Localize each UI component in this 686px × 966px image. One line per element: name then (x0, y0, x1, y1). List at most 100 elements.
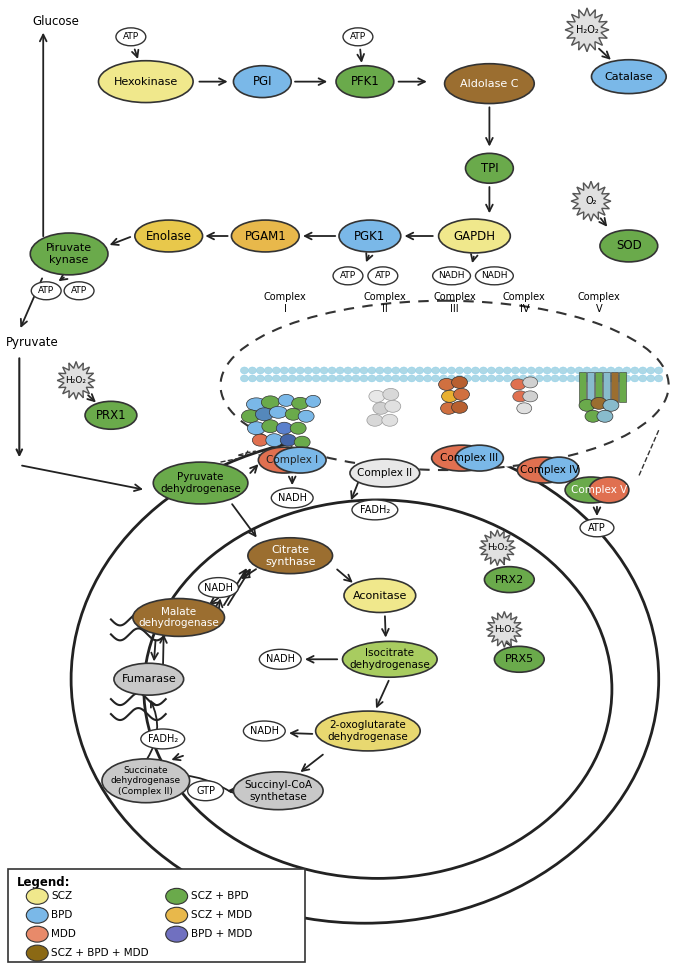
Ellipse shape (350, 459, 420, 487)
Ellipse shape (166, 926, 188, 942)
Ellipse shape (383, 388, 399, 400)
Ellipse shape (416, 375, 424, 382)
Ellipse shape (567, 367, 575, 374)
Ellipse shape (312, 367, 320, 374)
Ellipse shape (480, 367, 488, 374)
Ellipse shape (528, 375, 535, 382)
Text: NADH: NADH (265, 654, 295, 665)
Ellipse shape (517, 457, 569, 483)
Ellipse shape (328, 375, 336, 382)
Ellipse shape (241, 410, 259, 423)
Ellipse shape (654, 375, 663, 382)
Bar (587, 373, 594, 402)
Ellipse shape (400, 375, 407, 382)
Ellipse shape (281, 375, 288, 382)
Ellipse shape (453, 388, 469, 400)
Ellipse shape (368, 367, 376, 374)
Ellipse shape (456, 445, 504, 471)
Ellipse shape (261, 396, 279, 409)
Text: TPI: TPI (481, 161, 498, 175)
Ellipse shape (376, 367, 384, 374)
Ellipse shape (384, 367, 392, 374)
Ellipse shape (144, 500, 612, 878)
Ellipse shape (276, 422, 292, 434)
Text: Succinyl-CoA
synthetase: Succinyl-CoA synthetase (244, 780, 312, 802)
Text: PRX5: PRX5 (505, 654, 534, 665)
Ellipse shape (559, 367, 567, 374)
Ellipse shape (579, 399, 595, 412)
Ellipse shape (535, 375, 543, 382)
Text: BPD: BPD (51, 910, 73, 921)
Text: MDD: MDD (51, 929, 76, 939)
Ellipse shape (352, 500, 398, 520)
Ellipse shape (456, 375, 464, 382)
Text: ATP: ATP (588, 523, 606, 533)
Ellipse shape (344, 367, 352, 374)
Ellipse shape (464, 367, 471, 374)
Ellipse shape (198, 578, 239, 598)
Ellipse shape (333, 267, 363, 285)
Ellipse shape (26, 907, 48, 923)
Ellipse shape (523, 391, 538, 402)
Ellipse shape (615, 375, 623, 382)
Text: PGAM1: PGAM1 (244, 230, 286, 242)
Text: FADH₂: FADH₂ (147, 734, 178, 744)
Ellipse shape (599, 375, 607, 382)
Ellipse shape (447, 375, 456, 382)
Ellipse shape (471, 367, 480, 374)
Text: Legend:: Legend: (17, 876, 71, 889)
Ellipse shape (517, 403, 532, 413)
Ellipse shape (456, 367, 464, 374)
Ellipse shape (248, 538, 333, 574)
Ellipse shape (519, 367, 528, 374)
Ellipse shape (591, 60, 666, 94)
Ellipse shape (504, 375, 511, 382)
Ellipse shape (647, 375, 654, 382)
Ellipse shape (511, 379, 525, 390)
Ellipse shape (488, 375, 495, 382)
Text: PFK1: PFK1 (351, 75, 379, 88)
Ellipse shape (591, 367, 599, 374)
Text: Aldolase C: Aldolase C (460, 78, 519, 89)
Ellipse shape (252, 434, 268, 446)
Ellipse shape (431, 375, 440, 382)
Text: Complex
I: Complex I (264, 292, 307, 314)
Ellipse shape (296, 375, 304, 382)
Ellipse shape (488, 367, 495, 374)
Ellipse shape (153, 462, 248, 504)
Text: BPD + MDD: BPD + MDD (191, 929, 252, 939)
Text: GTP: GTP (196, 785, 215, 796)
Ellipse shape (367, 414, 383, 426)
Text: Glucose: Glucose (33, 15, 80, 28)
Text: Complex
V: Complex V (578, 292, 620, 314)
Ellipse shape (265, 434, 283, 446)
Bar (603, 373, 610, 402)
Ellipse shape (288, 367, 296, 374)
Ellipse shape (30, 233, 108, 275)
Ellipse shape (464, 375, 471, 382)
Ellipse shape (431, 445, 491, 471)
Ellipse shape (424, 375, 431, 382)
Text: Complex
III: Complex III (433, 292, 476, 314)
Ellipse shape (270, 407, 287, 418)
Ellipse shape (603, 399, 619, 412)
Polygon shape (57, 361, 95, 399)
Ellipse shape (233, 772, 323, 810)
Text: PRX2: PRX2 (495, 575, 524, 584)
Ellipse shape (504, 367, 511, 374)
Ellipse shape (304, 375, 312, 382)
Ellipse shape (416, 367, 424, 374)
Text: PGI: PGI (252, 75, 272, 88)
Ellipse shape (580, 519, 614, 537)
Ellipse shape (257, 367, 264, 374)
Ellipse shape (26, 889, 48, 904)
Bar (611, 373, 618, 402)
Ellipse shape (535, 367, 543, 374)
Ellipse shape (382, 414, 398, 426)
Text: NADH: NADH (438, 271, 465, 280)
Ellipse shape (26, 926, 48, 942)
Ellipse shape (424, 367, 431, 374)
Ellipse shape (511, 375, 519, 382)
Text: Complex IV: Complex IV (519, 465, 579, 475)
Ellipse shape (292, 397, 309, 410)
